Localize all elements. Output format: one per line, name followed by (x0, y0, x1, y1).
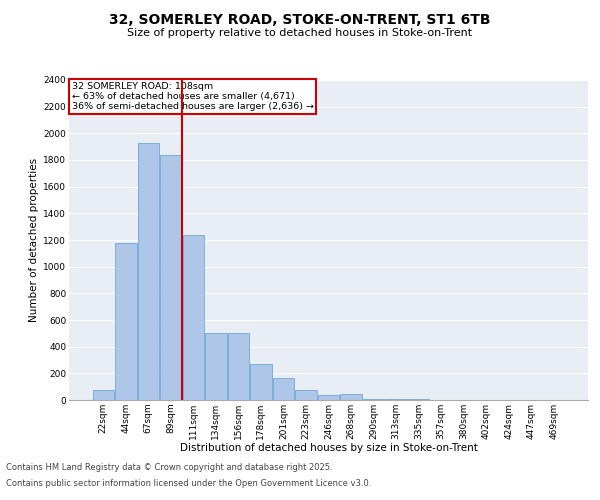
Bar (363, 398, 384, 400)
Text: Size of property relative to detached houses in Stoke-on-Trent: Size of property relative to detached ho… (127, 28, 473, 38)
Text: Contains HM Land Registry data © Crown copyright and database right 2025.: Contains HM Land Registry data © Crown c… (6, 464, 332, 472)
Bar (340, 394, 362, 400)
Text: 32, SOMERLEY ROAD, STOKE-ON-TRENT, ST1 6TB: 32, SOMERLEY ROAD, STOKE-ON-TRENT, ST1 6… (109, 12, 491, 26)
Bar (228, 334, 249, 400)
Bar (92, 390, 114, 400)
Text: 32 SOMERLEY ROAD: 108sqm
← 63% of detached houses are smaller (4,671)
36% of sem: 32 SOMERLEY ROAD: 108sqm ← 63% of detach… (71, 82, 314, 112)
Bar (205, 334, 227, 400)
Bar (137, 142, 159, 400)
Bar (318, 396, 339, 400)
Bar (273, 378, 294, 400)
Text: Contains public sector information licensed under the Open Government Licence v3: Contains public sector information licen… (6, 478, 371, 488)
X-axis label: Distribution of detached houses by size in Stoke-on-Trent: Distribution of detached houses by size … (179, 444, 478, 454)
Bar (182, 234, 204, 400)
Bar (295, 390, 317, 400)
Bar (115, 244, 137, 400)
Bar (160, 154, 182, 400)
Y-axis label: Number of detached properties: Number of detached properties (29, 158, 39, 322)
Bar (250, 364, 272, 400)
